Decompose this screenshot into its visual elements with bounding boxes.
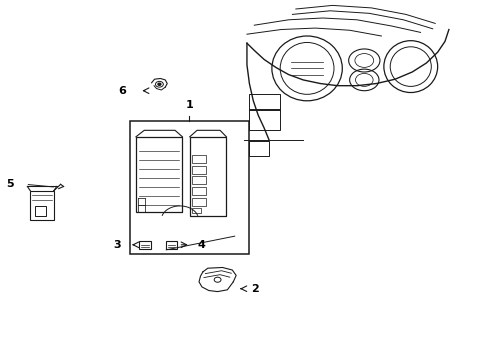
Bar: [139, 241, 151, 249]
Bar: [166, 241, 177, 249]
Text: 5: 5: [6, 179, 14, 189]
Circle shape: [158, 83, 161, 85]
Bar: [191, 187, 206, 195]
Text: 3: 3: [113, 240, 121, 250]
Text: 4: 4: [197, 240, 205, 250]
Bar: [249, 94, 279, 110]
Text: 6: 6: [118, 86, 126, 96]
Bar: [249, 109, 279, 130]
Bar: [30, 191, 54, 220]
Bar: [189, 137, 226, 216]
Bar: [35, 206, 46, 216]
Bar: [191, 166, 206, 174]
Text: 2: 2: [251, 284, 259, 294]
Bar: [191, 198, 206, 206]
Bar: [129, 121, 249, 254]
Bar: [191, 208, 201, 213]
Bar: [191, 176, 206, 184]
Bar: [191, 155, 206, 163]
Text: 1: 1: [185, 100, 193, 110]
Bar: [249, 141, 268, 156]
Bar: [136, 137, 182, 212]
